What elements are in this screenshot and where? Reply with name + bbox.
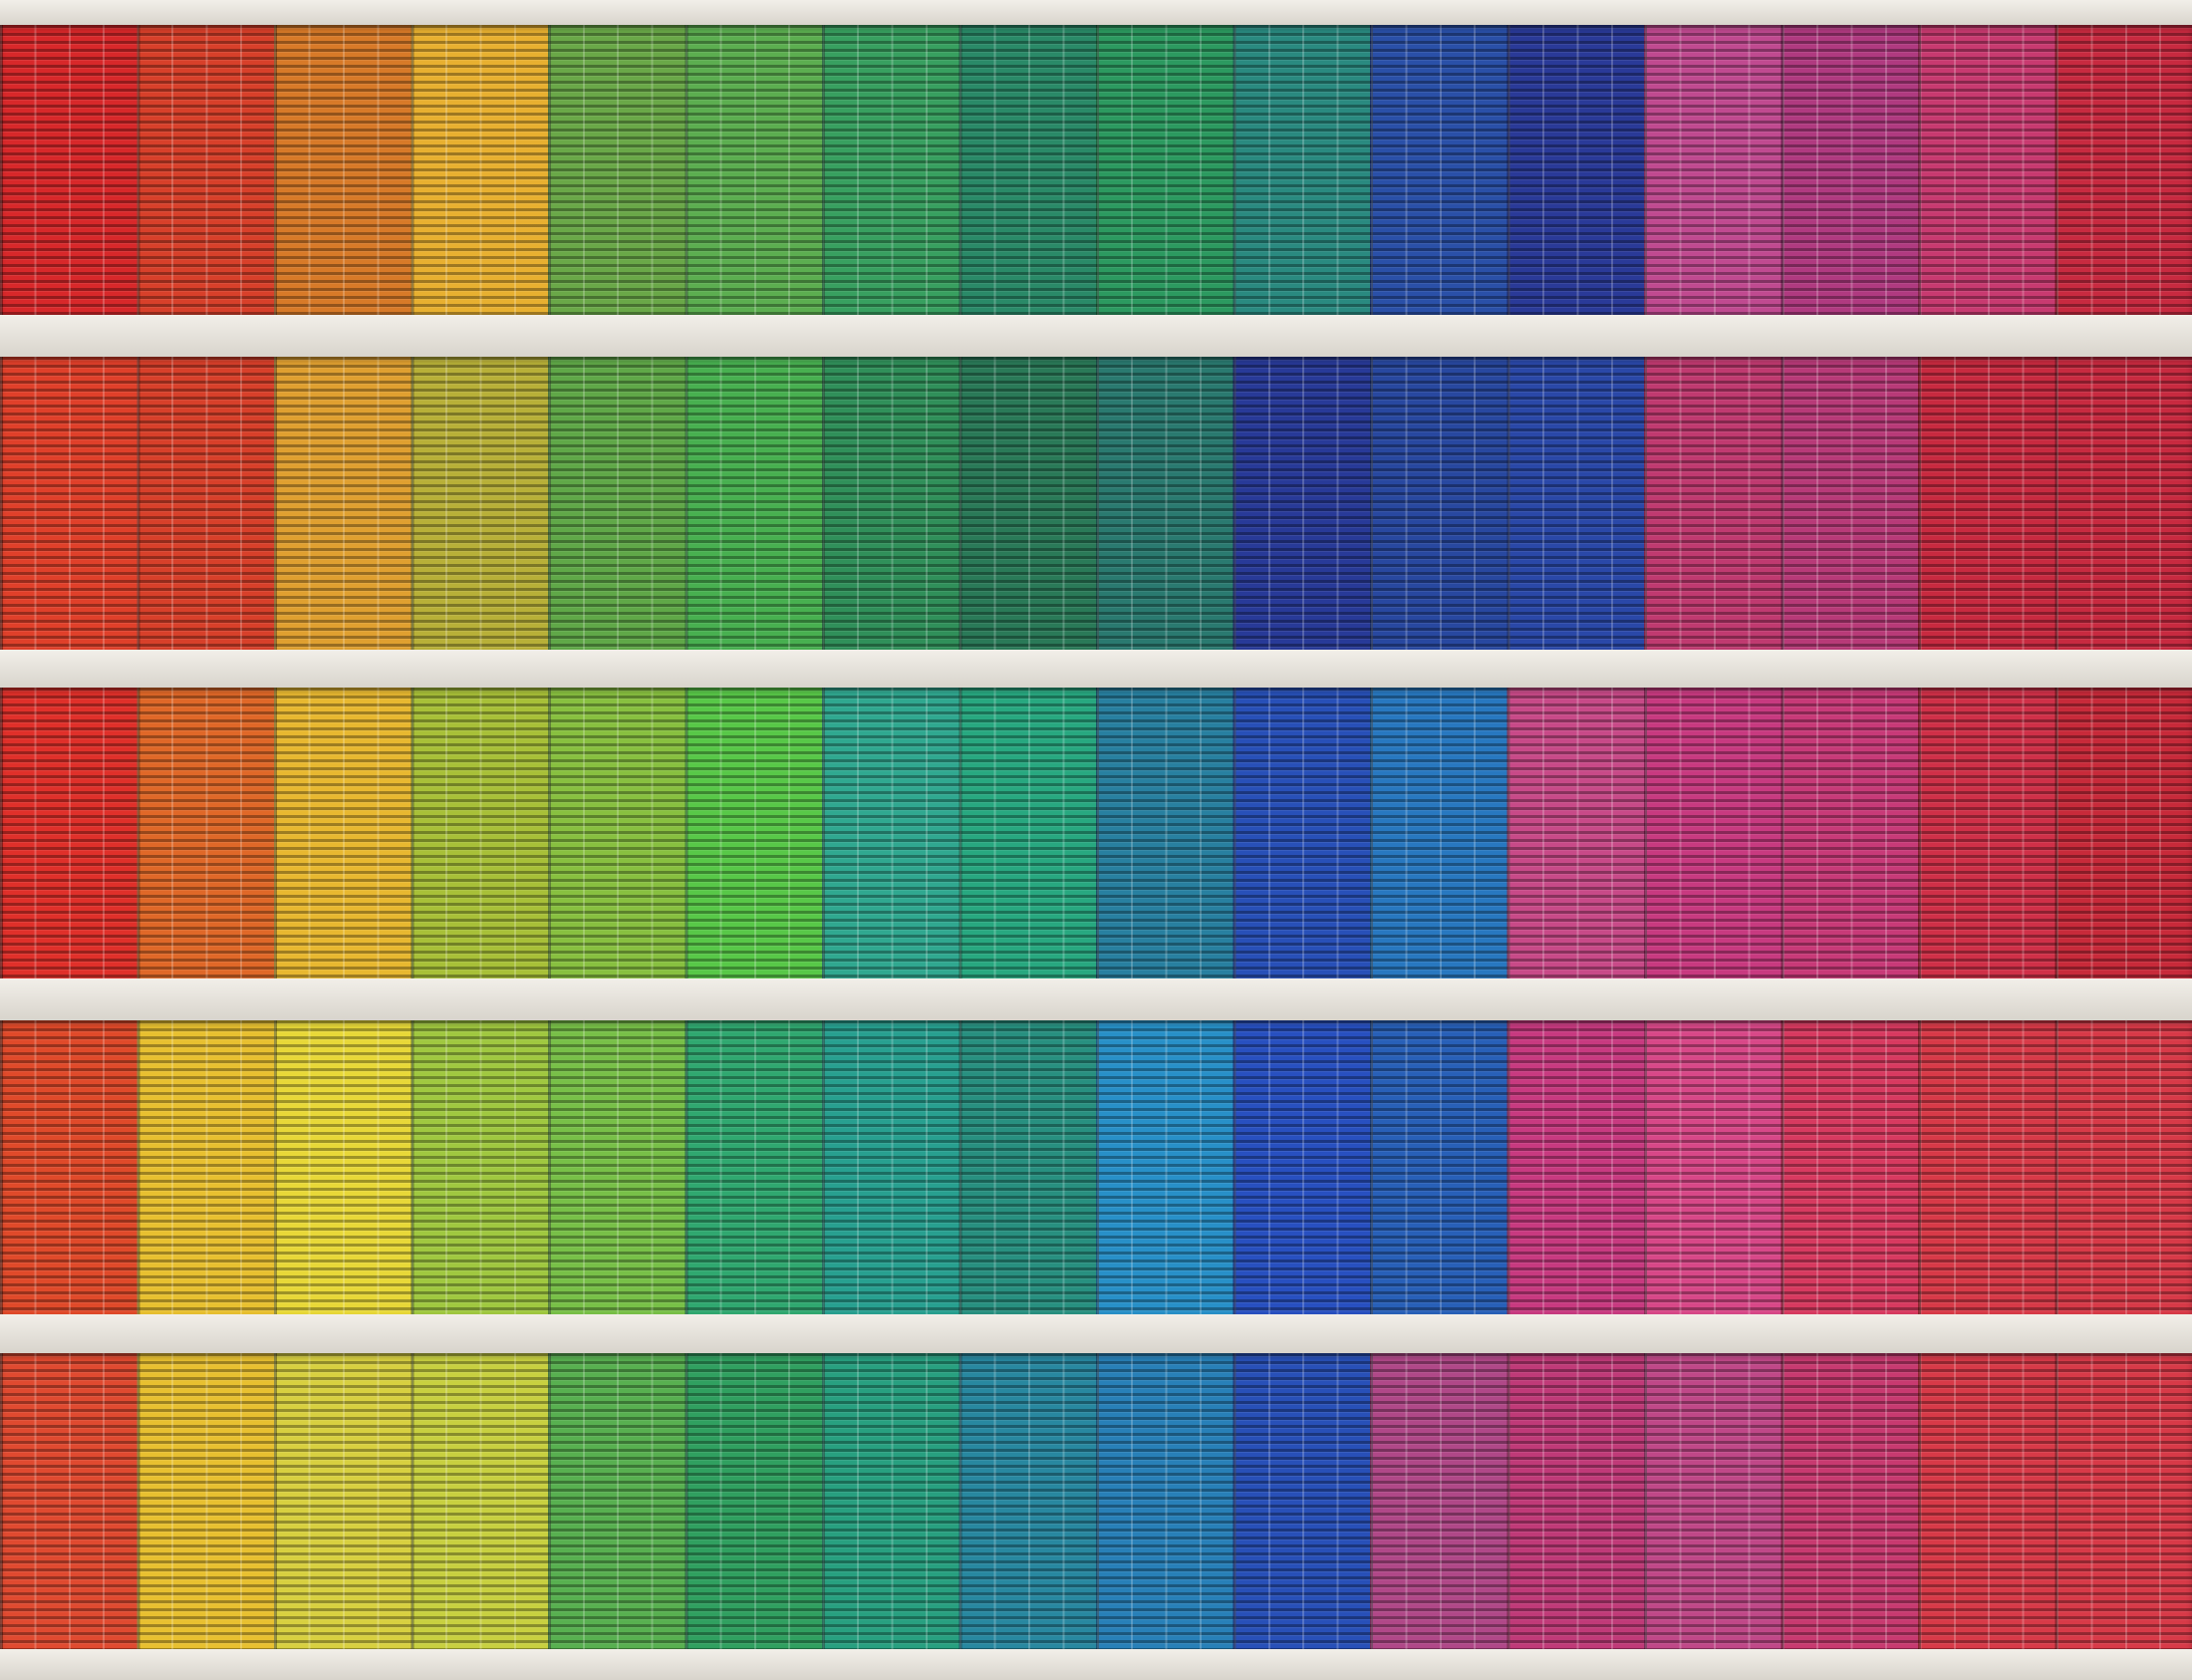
blinds-row: [0, 25, 2192, 315]
ledge: [0, 1314, 2192, 1353]
ledge: [0, 315, 2192, 357]
blinds-row: [0, 1020, 2192, 1314]
blinds-row: [0, 357, 2192, 650]
blinds-row: [0, 688, 2192, 979]
ledge: [0, 1649, 2192, 1680]
ledge: [0, 979, 2192, 1020]
ledge: [0, 650, 2192, 688]
ledge: [0, 0, 2192, 25]
blinds-row: [0, 1353, 2192, 1649]
